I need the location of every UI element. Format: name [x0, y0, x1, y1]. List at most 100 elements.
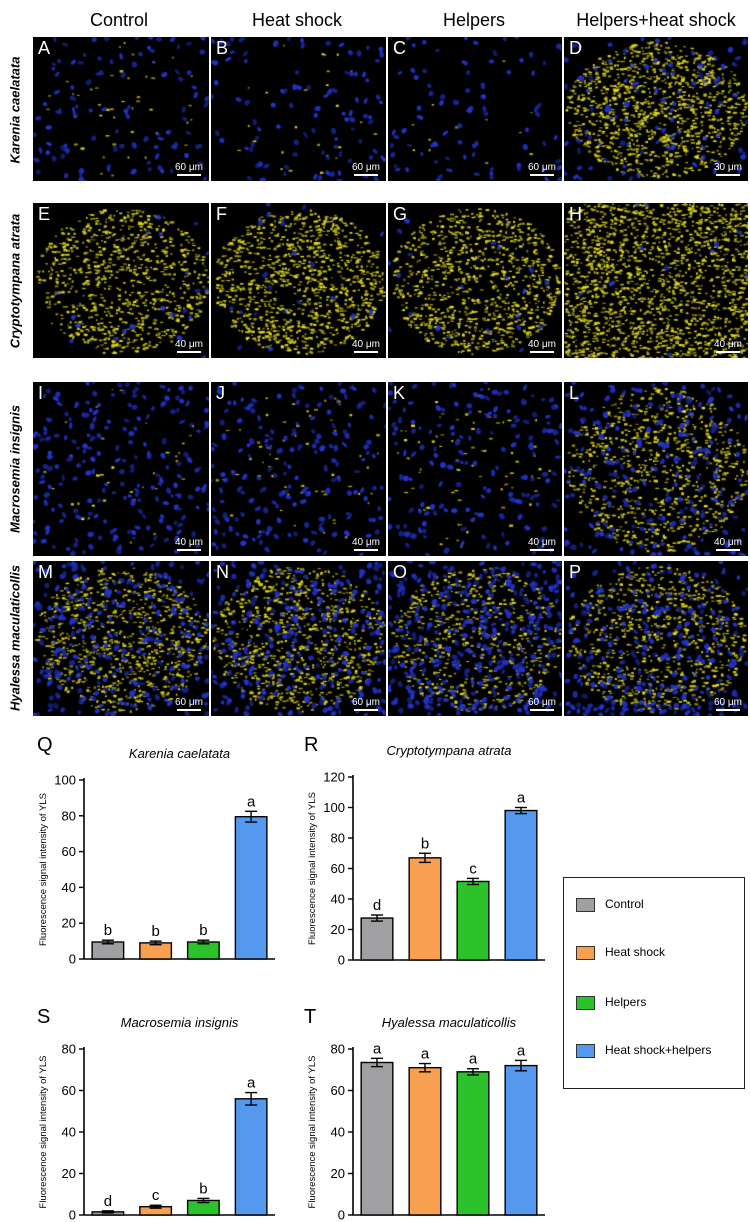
scale-bar-line	[177, 174, 201, 176]
scale-bar-label: 60 μm	[352, 162, 380, 173]
micrograph-panel-e: E 40 μm	[33, 203, 209, 358]
micrograph-panel-d: D 30 μm	[564, 37, 748, 181]
scale-bar: 60 μm	[352, 162, 380, 176]
bar-heat-shock-helpers	[504, 809, 538, 961]
bar-control	[91, 941, 125, 960]
panel-label: L	[569, 383, 580, 403]
scale-bar-line	[530, 549, 554, 551]
y-tick-label: 20	[62, 916, 76, 931]
micrograph-image	[388, 203, 562, 358]
micrograph-panel-g: G 40 μm	[388, 203, 562, 358]
panel-label: K	[393, 383, 406, 403]
significance-letter: a	[247, 1075, 256, 1092]
micrograph-image	[388, 382, 562, 556]
micrograph-panel-i: I 40 μm	[33, 382, 209, 556]
scale-bar-line	[354, 709, 378, 711]
chart-panel-label: R	[304, 734, 318, 756]
bar-control	[360, 1061, 394, 1216]
legend-swatch	[576, 945, 595, 960]
significance-letter: a	[469, 1051, 478, 1068]
y-tick-label: 40	[331, 892, 345, 907]
scale-bar-line	[530, 709, 554, 711]
micrograph-panel-p: P 60 μm	[564, 561, 748, 716]
scale-bar-label: 60 μm	[528, 162, 556, 173]
scale-bar-label: 30 μm	[714, 162, 742, 173]
scale-bar-label: 40 μm	[714, 339, 742, 350]
significance-letter: b	[199, 1180, 207, 1197]
y-tick-label: 40	[331, 1125, 345, 1140]
y-tick-label: 80	[331, 831, 345, 846]
y-tick-label: 60	[331, 861, 345, 876]
y-tick-label: 80	[62, 1042, 76, 1057]
significance-letter: b	[104, 922, 112, 939]
panel-label: O	[393, 562, 408, 582]
micrograph-panel-f: F 40 μm	[211, 203, 386, 358]
micrograph-panel-j: J 40 μm	[211, 382, 386, 556]
bar-helpers	[456, 880, 490, 961]
legend-swatch	[576, 897, 595, 912]
significance-letter: a	[517, 1042, 526, 1059]
panel-label: N	[216, 562, 229, 582]
y-axis-label: Fluorescence signal intensity of YLS	[38, 1056, 49, 1209]
scale-bar-label: 60 μm	[714, 697, 742, 708]
scale-bar-line	[354, 549, 378, 551]
significance-letter: b	[421, 835, 429, 852]
legend-item-heat-shock-helpers: Heat shock+helpers	[576, 1042, 711, 1058]
micrograph-panel-h: H 40 μm	[564, 203, 748, 358]
legend-label: Heat shock	[605, 945, 666, 959]
scale-bar-line	[177, 709, 201, 711]
micrograph-image	[388, 37, 562, 181]
bar-heat-shock-helpers	[504, 1064, 538, 1216]
scale-bar: 60 μm	[528, 162, 556, 176]
scale-bar-line	[530, 174, 554, 176]
legend-swatch	[576, 1043, 595, 1058]
bar-heat-shock-helpers	[234, 1098, 268, 1216]
scale-bar-line	[177, 549, 201, 551]
y-tick-label: 20	[331, 922, 345, 937]
scale-bar-line	[177, 351, 201, 353]
panel-label: A	[38, 38, 51, 58]
micrograph-image	[564, 203, 748, 358]
scale-bar: 40 μm	[352, 339, 380, 353]
scale-bar: 60 μm	[352, 697, 380, 711]
scale-bar: 40 μm	[528, 537, 556, 551]
chart-panel-label: T	[304, 1006, 316, 1028]
y-tick-label: 120	[323, 770, 345, 785]
legend-item-helpers: Helpers	[576, 994, 646, 1010]
panel-label: G	[393, 204, 408, 224]
scale-bar-label: 60 μm	[175, 697, 203, 708]
significance-letter: b	[151, 923, 159, 940]
chart-title: Karenia caelatata	[129, 746, 230, 761]
scale-bar-label: 60 μm	[175, 162, 203, 173]
scale-bar-label: 40 μm	[352, 339, 380, 350]
micrograph-image	[33, 382, 209, 556]
micrograph-image	[211, 37, 386, 181]
column-header-helpers: Helpers	[442, 10, 506, 30]
scale-bar-label: 40 μm	[175, 339, 203, 350]
legend-label: Helpers	[605, 995, 647, 1009]
scale-bar-label: 60 μm	[352, 697, 380, 708]
micrograph-image	[211, 203, 386, 358]
chart-title: Macrosemia insignis	[121, 1015, 239, 1030]
bar-heat-shock-helpers	[234, 815, 268, 960]
scale-bar: 60 μm	[175, 697, 203, 711]
micrograph-panel-n: N 60 μm	[211, 561, 386, 716]
y-axis-label: Fluorescence signal intensity of YLS	[307, 792, 318, 945]
micrograph-panel-b: B 60 μm	[211, 37, 386, 181]
scale-bar-label: 60 μm	[528, 697, 556, 708]
scale-bar-label: 40 μm	[714, 537, 742, 548]
micrograph-image	[564, 382, 748, 556]
chart-panel-label: S	[37, 1006, 50, 1028]
significance-letter: a	[421, 1046, 430, 1063]
significance-letter: d	[373, 897, 381, 914]
micrograph-image	[33, 37, 209, 181]
panel-label: P	[569, 562, 582, 582]
panel-label: B	[216, 38, 229, 58]
significance-letter: d	[104, 1193, 112, 1210]
significance-letter: b	[199, 922, 207, 939]
significance-letter: a	[247, 793, 256, 810]
significance-letter: c	[152, 1187, 160, 1204]
scale-bar-line	[716, 351, 740, 353]
y-axis-label: Fluorescence signal intensity of YLS	[307, 1056, 318, 1209]
